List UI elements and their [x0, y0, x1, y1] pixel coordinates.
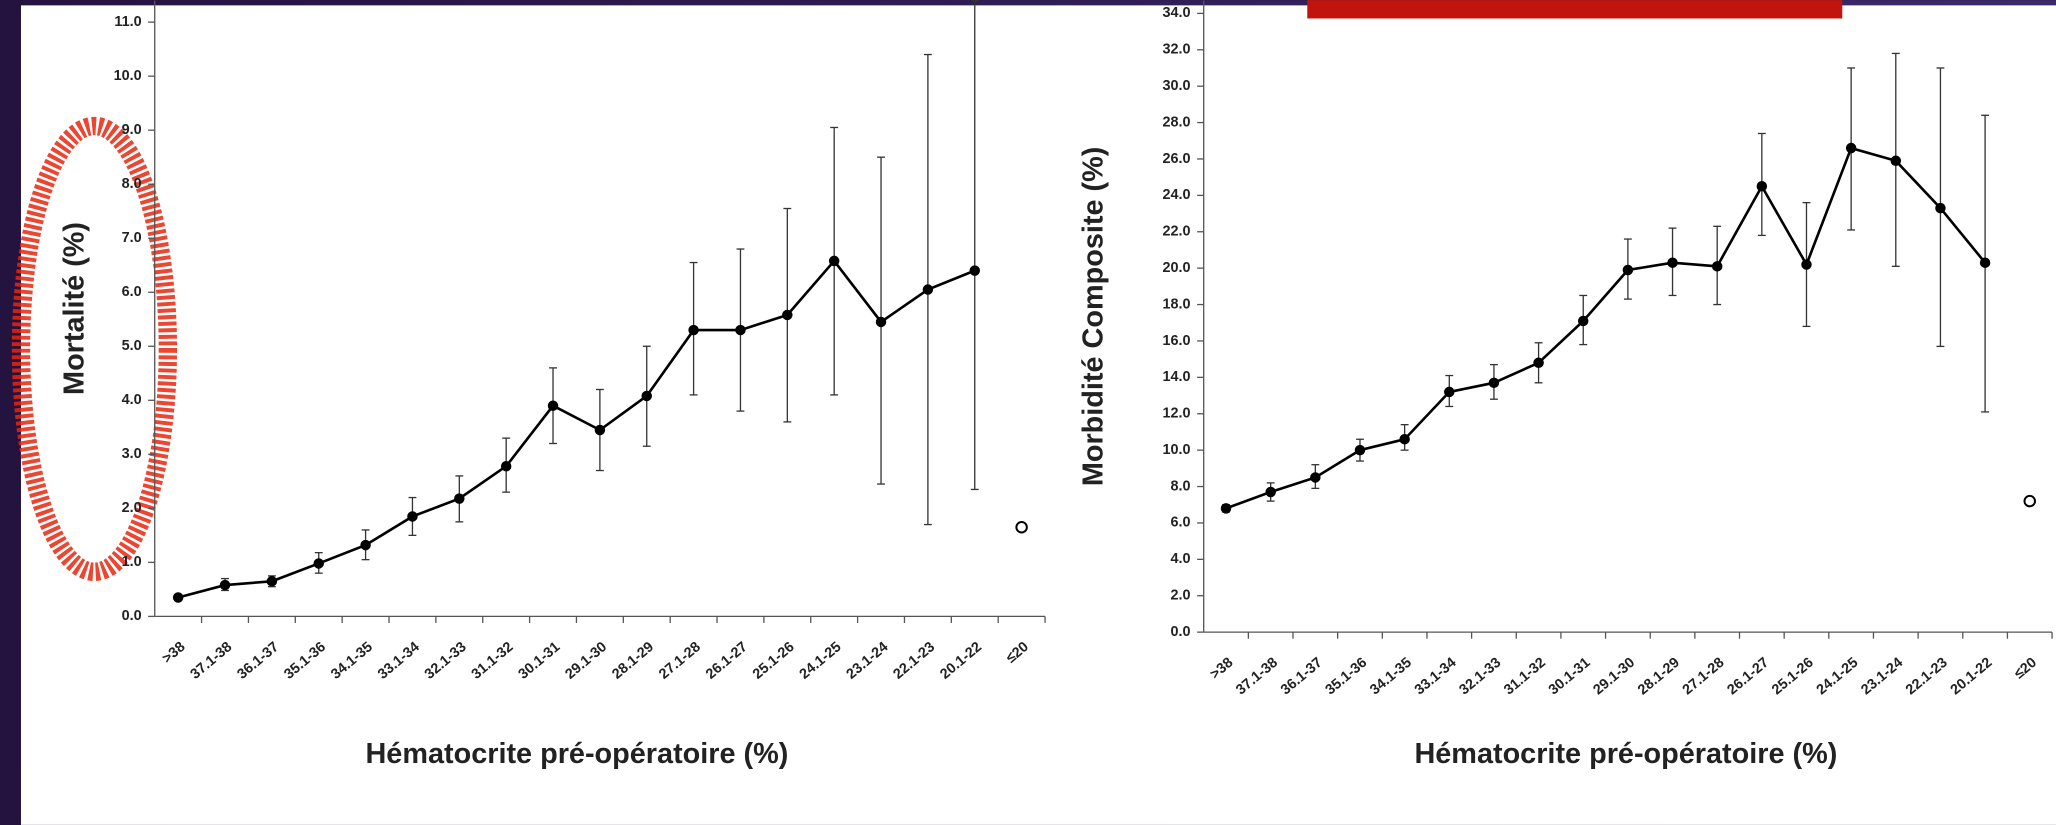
data-point	[219, 579, 231, 591]
data-point	[1444, 386, 1455, 398]
y-tick-label: 1.0	[122, 554, 142, 570]
data-point	[1667, 257, 1678, 268]
y-tick-label: 22.0	[1163, 224, 1191, 240]
data-point	[1756, 181, 1768, 192]
data-point	[454, 493, 465, 504]
y-tick-label: 24.0	[1163, 187, 1191, 203]
data-point	[1577, 315, 1589, 327]
y-tick-label: 6.0	[122, 284, 142, 300]
y-tick-label: 16.0	[1163, 333, 1191, 349]
y-tick-label: 2.0	[1171, 588, 1191, 604]
y-tick-label: 14.0	[1163, 369, 1191, 385]
data-point	[1015, 521, 1028, 534]
data-point	[922, 284, 934, 295]
y-tick-label: 3.0	[122, 446, 142, 462]
y-tick-label: 6.0	[1171, 515, 1191, 531]
y-tick-label: 10.0	[114, 68, 142, 84]
y-tick-label: 0.0	[1171, 624, 1191, 640]
data-line	[177, 258, 976, 599]
red-banner	[1307, 0, 1843, 19]
data-point	[1890, 155, 1902, 167]
data-point	[2023, 494, 2036, 508]
data-point	[1845, 142, 1857, 154]
y-tick-label: 20.0	[1163, 260, 1191, 276]
data-point	[1399, 433, 1410, 445]
y-tick-label: 34.0	[1163, 5, 1191, 21]
data-point	[969, 265, 981, 276]
y-tick-label: 9.0	[122, 122, 142, 138]
y-tick-label: 28.0	[1163, 114, 1191, 130]
data-point	[266, 576, 278, 587]
y-tick-label: 12.0	[1163, 406, 1191, 422]
data-line	[1225, 146, 1987, 510]
y-tick-label: 4.0	[1171, 551, 1191, 567]
y-axis-title: Mortalité (%)	[59, 222, 91, 395]
y-tick-label: 26.0	[1163, 151, 1191, 167]
data-point	[1265, 486, 1276, 498]
data-point	[172, 592, 184, 603]
y-tick-label: 8.0	[122, 176, 142, 192]
data-point	[828, 255, 840, 267]
data-point	[500, 460, 512, 472]
x-axis-title: Hématocrite pré-opératoire (%)	[1414, 738, 1837, 770]
data-point	[1488, 377, 1500, 389]
data-point	[547, 400, 559, 411]
data-point	[782, 309, 793, 321]
data-point	[407, 511, 418, 522]
red-scribble	[11, 116, 178, 581]
data-point	[688, 324, 699, 336]
data-point	[1711, 261, 1723, 272]
y-tick-label: 10.0	[1163, 442, 1191, 458]
data-point	[1310, 472, 1321, 483]
data-point	[1935, 202, 1946, 214]
slide-panel	[20, 5, 2056, 825]
y-tick-label: 0.0	[122, 608, 142, 624]
data-point	[875, 316, 887, 328]
data-point	[594, 424, 606, 436]
data-point	[1979, 257, 1991, 268]
y-tick-label: 30.0	[1163, 78, 1191, 94]
data-point	[1622, 264, 1634, 276]
y-tick-label: 4.0	[122, 392, 142, 408]
y-axis-title: Morbidité Composite (%)	[1077, 147, 1109, 487]
y-tick-label: 5.0	[122, 338, 142, 354]
data-point	[1533, 357, 1544, 369]
data-point	[360, 539, 371, 551]
data-point	[1801, 259, 1812, 270]
y-tick-label: 32.0	[1163, 42, 1191, 58]
data-point	[1220, 503, 1232, 514]
x-axis-title: Hématocrite pré-opératoire (%)	[365, 738, 788, 770]
y-tick-label: 2.0	[122, 500, 142, 516]
y-tick-label: 11.0	[114, 14, 141, 30]
data-point	[1354, 444, 1366, 456]
y-tick-label: 7.0	[122, 230, 142, 246]
data-point	[641, 390, 652, 402]
data-point	[313, 558, 324, 569]
y-tick-label: 8.0	[1171, 478, 1191, 494]
data-point	[735, 324, 746, 336]
y-tick-label: 18.0	[1163, 296, 1191, 312]
